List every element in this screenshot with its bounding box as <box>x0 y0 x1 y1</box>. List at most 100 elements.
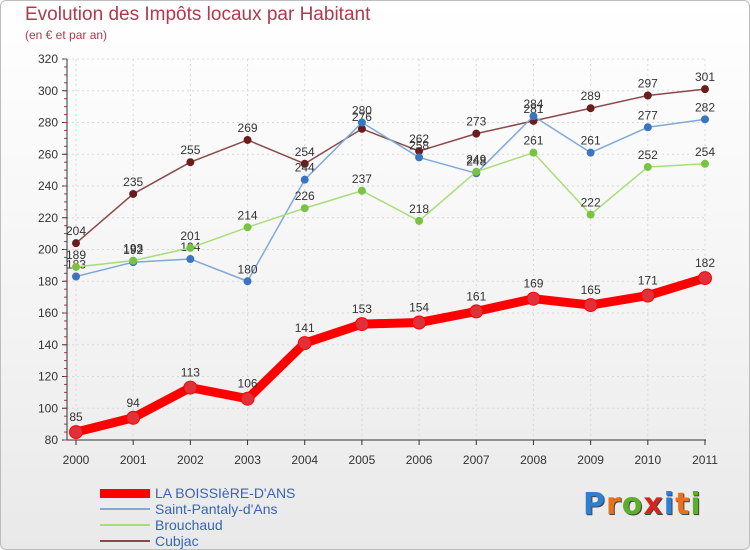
data-point <box>72 272 80 281</box>
legend-swatch <box>100 540 150 542</box>
data-label: 182 <box>695 256 715 270</box>
data-label: 276 <box>352 110 372 124</box>
y-tick-label: 140 <box>38 338 58 352</box>
data-label: 141 <box>295 321 315 335</box>
data-label: 284 <box>523 97 543 111</box>
legend-label: Brouchaud <box>155 517 223 533</box>
chart-subtitle: (en € et par an) <box>25 28 108 42</box>
data-label: 189 <box>66 248 86 262</box>
data-label: 269 <box>238 121 258 135</box>
data-point <box>357 118 366 127</box>
chart-legend: LA BOISSIèRE-D'ANS Saint-Pantaly-d'Ans Bro… <box>100 485 360 549</box>
x-tick-label: 2002 <box>177 453 204 467</box>
logo-letter: i <box>690 487 702 522</box>
data-point <box>126 410 141 425</box>
y-tick-label: 280 <box>38 116 58 130</box>
data-label: 214 <box>238 208 258 222</box>
data-label: 244 <box>295 161 315 175</box>
x-tick-label: 2000 <box>63 453 90 467</box>
legend-label: Saint-Pantaly-d'Ans <box>155 501 278 517</box>
y-tick-label: 220 <box>38 211 58 225</box>
data-point <box>643 91 652 100</box>
series-1: 183192194180244280258248284261277282 <box>66 97 715 286</box>
data-point <box>698 271 712 286</box>
data-point <box>583 298 598 313</box>
data-point <box>415 216 424 225</box>
data-label: 280 <box>352 104 372 118</box>
data-point <box>300 204 309 213</box>
data-point <box>186 158 195 167</box>
y-tick-label: 200 <box>38 243 58 257</box>
legend-item: Saint-Pantaly-d'Ans <box>100 501 360 517</box>
data-label: 252 <box>638 148 658 162</box>
series-0: 85 94 113 106 141 153 154 161 169 165 171 182 <box>69 256 715 440</box>
y-tick-label: 260 <box>38 147 58 161</box>
data-label: 254 <box>695 145 715 159</box>
data-label: 289 <box>581 89 601 103</box>
data-point <box>129 256 138 265</box>
data-label: 153 <box>352 302 372 316</box>
y-tick-label: 160 <box>38 306 58 320</box>
series-3: 204 235 255 269 254 276 262 273 281 289 297 301 <box>66 70 715 248</box>
x-tick-label: 2007 <box>463 453 490 467</box>
data-label: 297 <box>638 77 658 91</box>
legend-item: Cubjac <box>100 533 360 549</box>
data-point <box>586 210 595 219</box>
x-tick-label: 2001 <box>120 453 147 467</box>
data-label: 258 <box>409 138 429 152</box>
data-point <box>415 153 424 162</box>
data-label: 281 <box>523 102 543 116</box>
data-point <box>529 112 538 121</box>
x-tick-label: 2003 <box>234 453 261 467</box>
data-label: 161 <box>466 289 486 303</box>
data-point <box>243 223 252 232</box>
data-label: 204 <box>66 224 86 238</box>
data-point <box>357 186 366 195</box>
logo-letter: x <box>643 487 664 522</box>
data-point <box>183 380 198 395</box>
data-label: 218 <box>409 202 429 216</box>
data-label: 180 <box>238 262 258 276</box>
data-point <box>240 391 255 406</box>
data-label: 262 <box>409 132 429 146</box>
data-label: 169 <box>523 277 543 291</box>
data-label: 249 <box>466 153 486 167</box>
legend-swatch <box>100 508 150 510</box>
x-tick-label: 2010 <box>634 453 661 467</box>
data-label: 248 <box>466 154 486 168</box>
legend-item: LA BOISSIèRE-D'ANS <box>100 485 360 501</box>
series-line <box>75 88 706 244</box>
logo-letter: P <box>583 487 606 522</box>
legend-swatch <box>100 524 150 526</box>
data-label: 154 <box>409 301 429 315</box>
data-point <box>297 336 312 351</box>
data-point <box>354 317 369 332</box>
x-tick-label: 2011 <box>692 453 718 467</box>
data-point <box>300 159 309 168</box>
data-label: 235 <box>123 175 143 189</box>
data-label: 85 <box>69 410 83 424</box>
y-tick-label: 80 <box>45 433 59 447</box>
y-tick-label: 100 <box>38 401 58 415</box>
series-line <box>71 273 710 437</box>
x-tick-label: 2008 <box>520 453 547 467</box>
data-point <box>640 288 655 303</box>
x-tick-label: 2004 <box>291 453 318 467</box>
y-tick-label: 120 <box>38 370 58 384</box>
logo-letter: r <box>606 487 622 522</box>
legend-label: Cubjac <box>155 533 199 549</box>
data-label: 113 <box>181 366 200 380</box>
data-point <box>412 315 427 330</box>
data-label: 273 <box>466 115 486 129</box>
data-label: 301 <box>695 70 715 84</box>
x-tick-label: 2005 <box>349 453 376 467</box>
data-label: 171 <box>638 274 658 288</box>
data-label: 222 <box>581 196 601 210</box>
legend-item: Brouchaud <box>100 517 360 533</box>
data-label: 282 <box>695 100 715 114</box>
data-point <box>586 104 595 113</box>
data-point <box>643 162 652 171</box>
series-2: 189 193 201 214 226 237 218 249 261 222 252 254 <box>66 134 715 271</box>
